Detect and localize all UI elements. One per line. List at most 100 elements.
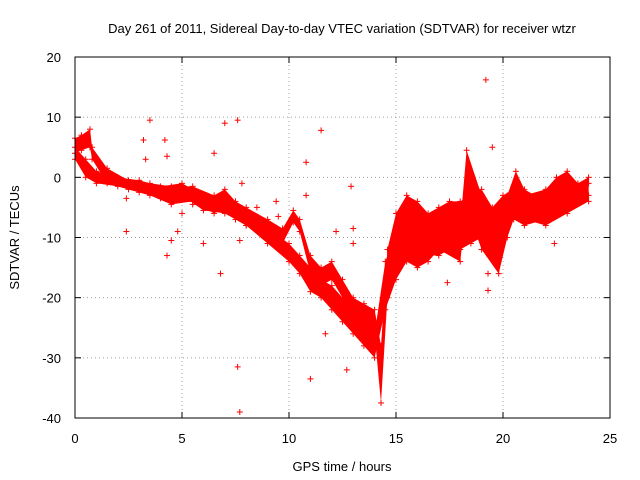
data-point xyxy=(78,132,85,139)
data-point xyxy=(339,294,346,301)
data-point xyxy=(303,159,310,166)
data-point xyxy=(322,330,329,337)
data-point xyxy=(343,366,350,373)
data-point xyxy=(425,258,432,265)
data-point xyxy=(350,225,357,232)
data-point xyxy=(378,342,385,349)
data-point xyxy=(174,228,181,235)
data-point xyxy=(189,201,196,208)
data-point xyxy=(279,225,286,232)
data-point xyxy=(339,276,346,283)
data-point xyxy=(339,318,346,325)
data-point xyxy=(296,216,303,223)
data-point xyxy=(478,192,485,199)
x-tick-label: 5 xyxy=(178,431,185,446)
data-point xyxy=(489,144,496,151)
data-point xyxy=(86,126,93,133)
data-point xyxy=(393,276,399,283)
data-point xyxy=(521,216,528,223)
data-point xyxy=(253,204,260,211)
data-marks xyxy=(72,76,592,415)
data-point xyxy=(414,222,421,229)
data-point xyxy=(328,258,335,265)
y-tick-label: 0 xyxy=(54,170,61,185)
data-point xyxy=(179,180,185,187)
data-point xyxy=(341,306,348,313)
data-point xyxy=(264,240,271,247)
data-point xyxy=(82,156,89,163)
data-point xyxy=(104,165,111,172)
data-point xyxy=(211,150,218,157)
data-point xyxy=(574,180,581,187)
x-tick-labels: 0 5 10 15 20 25 xyxy=(71,431,617,446)
series-band xyxy=(75,147,589,358)
data-point xyxy=(585,174,592,181)
data-point xyxy=(435,204,442,211)
data-point xyxy=(446,198,453,205)
data-point xyxy=(243,222,250,229)
data-point xyxy=(350,240,357,247)
data-point xyxy=(164,153,171,160)
data-point xyxy=(333,228,340,235)
data-point xyxy=(564,210,571,217)
data-point xyxy=(189,183,196,190)
data-point xyxy=(521,186,528,193)
data-point xyxy=(360,342,367,349)
data-point xyxy=(318,276,325,283)
data-point xyxy=(328,276,335,283)
data-point xyxy=(136,177,143,184)
x-tick-label: 20 xyxy=(496,431,510,446)
x-tick-label: 25 xyxy=(603,431,617,446)
data-point xyxy=(234,117,241,124)
y-tick-label: 10 xyxy=(47,110,61,125)
data-point xyxy=(328,282,335,289)
grid xyxy=(75,57,610,418)
data-point xyxy=(485,287,492,294)
data-point xyxy=(290,207,297,214)
data-point xyxy=(114,183,121,190)
data-point xyxy=(200,192,207,199)
data-point xyxy=(89,156,96,163)
data-point xyxy=(360,300,367,307)
axis-ticks xyxy=(74,56,611,419)
data-point xyxy=(378,399,385,406)
data-point xyxy=(296,270,303,277)
y-tick-label: 20 xyxy=(47,50,61,65)
data-point xyxy=(221,120,228,127)
data-point xyxy=(157,183,164,190)
x-tick-label: 15 xyxy=(389,431,403,446)
series-upper-trace xyxy=(72,126,592,406)
data-point xyxy=(286,258,292,265)
data-point xyxy=(234,363,241,370)
data-point xyxy=(512,210,519,217)
data-point xyxy=(457,222,464,229)
data-point xyxy=(93,168,100,175)
data-point xyxy=(140,137,147,144)
data-point xyxy=(318,264,325,271)
data-point xyxy=(123,228,130,235)
data-point xyxy=(553,174,560,181)
data-point xyxy=(221,195,228,202)
x-tick-label: 10 xyxy=(282,431,296,446)
data-point xyxy=(221,210,228,217)
data-point xyxy=(328,306,335,313)
data-point xyxy=(382,258,389,265)
data-point xyxy=(123,195,130,202)
data-point xyxy=(463,204,470,211)
data-point xyxy=(179,210,185,217)
data-point xyxy=(200,207,207,214)
data-point xyxy=(350,294,357,301)
data-point xyxy=(512,168,519,175)
data-point xyxy=(350,330,357,337)
data-point xyxy=(157,195,164,202)
data-point xyxy=(482,76,489,83)
data-point xyxy=(307,264,314,271)
data-point xyxy=(307,288,314,295)
data-point xyxy=(435,210,442,217)
data-point xyxy=(238,180,245,187)
data-point xyxy=(414,264,421,271)
data-point xyxy=(136,189,143,196)
data-point xyxy=(435,246,442,253)
